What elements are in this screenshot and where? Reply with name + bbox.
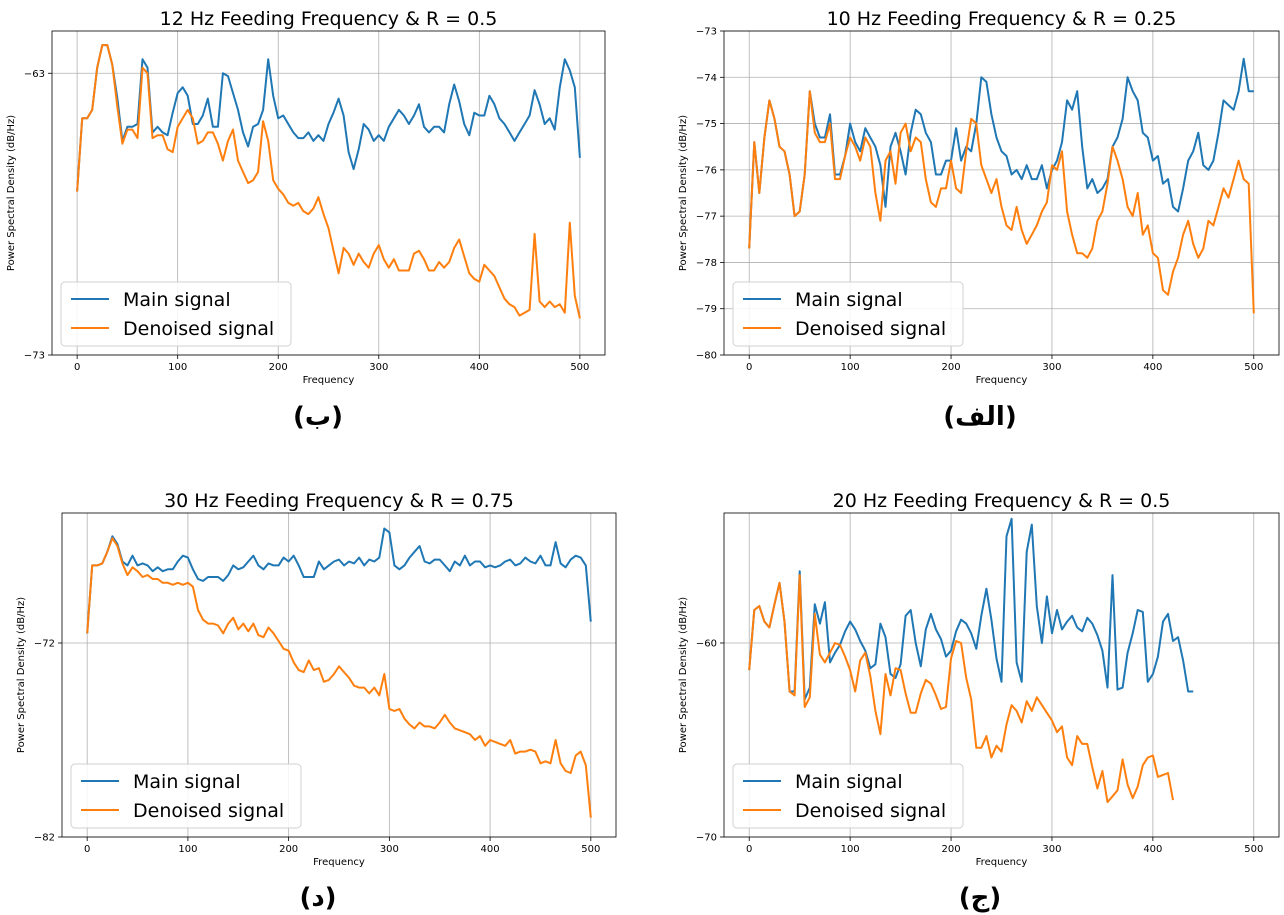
y-tick-label: −73 [696, 27, 717, 38]
y-tick-label: −79 [696, 304, 717, 315]
x-tick-label: 400 [481, 844, 500, 855]
y-tick-label: −60 [696, 638, 717, 649]
y-tick-label: −77 [696, 212, 717, 223]
x-tick-label: 0 [84, 844, 90, 855]
series-line-denoised-signal [748, 90, 1255, 314]
x-tick-label: 200 [279, 844, 298, 855]
y-axis-label: Power Spectral Density (dB/Hz) [678, 597, 689, 753]
panel-caption: (ج) [959, 883, 1002, 913]
chart-panel-top-left: 0 100 200 300 400 500 −73 −63 12 Hz Feeding Freq… [6, 8, 606, 432]
legend-entry: Denoised signal [795, 800, 946, 822]
chart-title: 30 Hz Feeding Frequency & R = 0.75 [164, 490, 514, 512]
chart-panel-bottom-left: 0 100 200 300 400 500 −82 −72 30 Hz Feeding Freq… [16, 490, 617, 913]
x-tick-label: 200 [941, 844, 960, 855]
legend-box [70, 763, 302, 829]
series-line-denoised-signal [748, 574, 1174, 804]
y-tick-label: −78 [696, 258, 717, 269]
y-tick-label: −75 [696, 119, 717, 130]
panel-caption: (ب) [293, 402, 343, 432]
legend-entry: Main signal [123, 289, 231, 311]
legend: Main signal Denoised signal [732, 281, 964, 347]
legend-entry: Main signal [133, 771, 241, 793]
x-axis-label: Frequency [976, 375, 1028, 386]
legend-box [732, 281, 964, 347]
panel-caption: (الف) [943, 402, 1016, 432]
series-line-main-signal [86, 527, 592, 634]
legend: Main signal Denoised signal [60, 281, 292, 347]
y-tick-label: −82 [34, 833, 55, 844]
x-tick-label: 0 [74, 362, 80, 373]
y-axis-label: Power Spectral Density (dB/Hz) [678, 115, 689, 271]
x-tick-label: 400 [1143, 844, 1162, 855]
x-tick-label: 500 [1244, 362, 1263, 373]
x-tick-label: 200 [269, 362, 288, 373]
axes-frame [723, 512, 1280, 838]
series-line-denoised-signal [86, 537, 592, 818]
x-tick-label: 300 [1042, 844, 1061, 855]
chart-panel-top-right: 0 100 200 300 400 500 −80 −79 −78 −77 −76 −75 −74 −73… [678, 8, 1280, 432]
x-tick-label: 400 [470, 362, 489, 373]
chart-panel-bottom-right: 0 100 200 300 400 500 −70 −60 20 Hz Feeding Freq… [678, 490, 1280, 913]
series-line-main-signal [748, 517, 1194, 701]
legend-entry: Main signal [795, 289, 903, 311]
x-tick-label: 300 [1042, 362, 1061, 373]
x-tick-label: 300 [369, 362, 388, 373]
x-tick-label: 100 [841, 844, 860, 855]
y-tick-label: −80 [696, 351, 717, 362]
y-tick-label: −70 [696, 833, 717, 844]
y-tick-label: −76 [696, 165, 717, 176]
x-tick-label: 500 [1244, 844, 1263, 855]
axes-frame [723, 30, 1280, 356]
chart-title: 12 Hz Feeding Frequency & R = 0.5 [160, 8, 498, 30]
y-axis-label: Power Spectral Density (dB/Hz) [6, 115, 17, 271]
y-tick-label: −72 [34, 638, 55, 649]
series-line-main-signal [76, 44, 581, 192]
x-axis-label: Frequency [303, 375, 355, 386]
x-tick-label: 100 [168, 362, 187, 373]
legend-entry: Main signal [795, 771, 903, 793]
legend-box [60, 281, 292, 347]
y-axis-label: Power Spectral Density (dB/Hz) [16, 597, 27, 753]
legend-entry: Denoised signal [133, 800, 284, 822]
x-tick-label: 500 [581, 844, 600, 855]
legend-entry: Denoised signal [795, 318, 946, 340]
legend-entry: Denoised signal [123, 318, 274, 340]
x-tick-label: 300 [380, 844, 399, 855]
y-tick-label: −63 [24, 69, 45, 80]
x-tick-label: 0 [746, 362, 752, 373]
chart-title: 10 Hz Feeding Frequency & R = 0.25 [827, 8, 1177, 30]
x-axis-label: Frequency [976, 857, 1028, 868]
x-tick-label: 500 [570, 362, 589, 373]
panel-caption: (د) [299, 883, 336, 913]
axes-frame [61, 512, 617, 838]
legend: Main signal Denoised signal [70, 763, 302, 829]
x-axis-label: Frequency [313, 857, 365, 868]
legend: Main signal Denoised signal [732, 763, 964, 829]
y-tick-label: −74 [696, 73, 717, 84]
legend-box [732, 763, 964, 829]
x-tick-label: 100 [178, 844, 197, 855]
x-tick-label: 0 [746, 844, 752, 855]
y-tick-label: −73 [24, 351, 45, 362]
series-line-denoised-signal [76, 44, 581, 319]
x-tick-label: 400 [1143, 362, 1162, 373]
x-tick-label: 100 [841, 362, 860, 373]
axes-frame [51, 30, 606, 356]
x-tick-label: 200 [941, 362, 960, 373]
chart-title: 20 Hz Feeding Frequency & R = 0.5 [833, 490, 1171, 512]
